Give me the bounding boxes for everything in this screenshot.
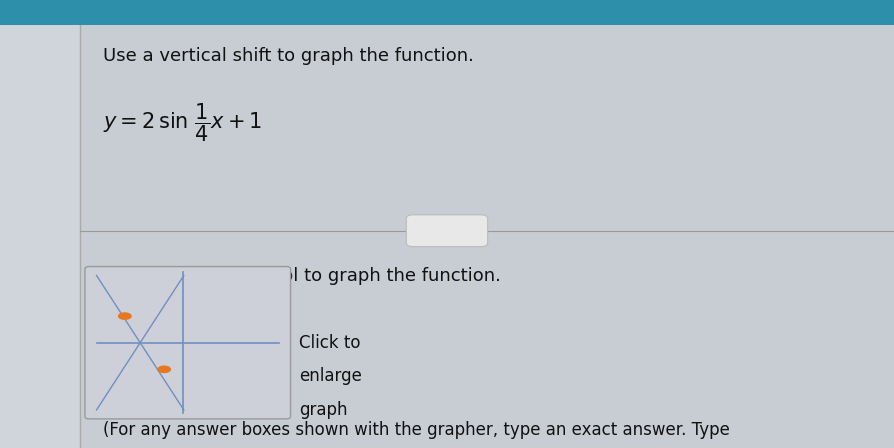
- Text: $y = 2\,\sin\,\dfrac{1}{4}x + 1$: $y = 2\,\sin\,\dfrac{1}{4}x + 1$: [103, 102, 262, 144]
- Text: Click to: Click to: [299, 334, 361, 352]
- Text: |←: |←: [30, 83, 56, 105]
- Text: enlarge: enlarge: [299, 367, 362, 385]
- Text: graph: graph: [299, 401, 348, 419]
- Text: (For any answer boxes shown with the grapher, type an exact answer. Type: (For any answer boxes shown with the gra…: [103, 421, 730, 439]
- Text: Use the graphing tool to graph the function.: Use the graphing tool to graph the funct…: [103, 267, 501, 284]
- Text: Use a vertical shift to graph the function.: Use a vertical shift to graph the functi…: [103, 47, 474, 65]
- Text: ...: ...: [441, 224, 453, 237]
